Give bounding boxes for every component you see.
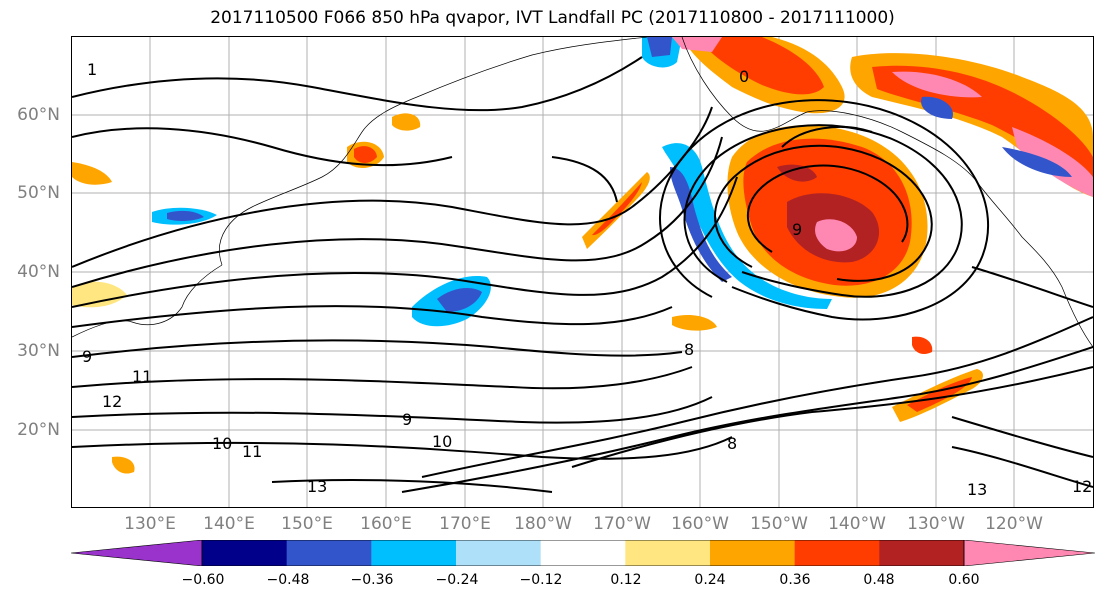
colorbar-swatch — [202, 540, 288, 566]
colorbar-tick: 0.60 — [948, 572, 980, 588]
contour-label: 1 — [87, 60, 97, 79]
contour-label: 10 — [212, 434, 232, 453]
contour-label: 11 — [242, 442, 262, 461]
lon-label-160w: 160°W — [671, 514, 729, 534]
lon-label-150e: 150°E — [281, 514, 333, 534]
colorbar-tick: −0.36 — [350, 572, 394, 588]
lon-label-140e: 140°E — [203, 514, 255, 534]
map-panel: 1 0 8 8 9 9 9 10 10 11 11 12 12 13 13 — [71, 36, 1094, 508]
contour-lines — [72, 56, 1093, 493]
colorbar-swatch — [456, 540, 542, 566]
contour-label: 10 — [432, 432, 452, 451]
colorbar-tick: 0.24 — [694, 572, 726, 588]
lon-label-130w: 130°W — [907, 514, 965, 534]
colorbar-tick: −0.24 — [435, 572, 479, 588]
contour-label: 13 — [307, 477, 327, 496]
colorbar-tick: −0.60 — [181, 572, 225, 588]
contour-label: 9 — [792, 220, 802, 239]
colorbar-swatch — [625, 540, 711, 566]
colorbar-swatch — [371, 540, 457, 566]
contour-label: 8 — [684, 340, 694, 359]
contour-label: 13 — [967, 480, 987, 499]
colorbar-swatch — [710, 540, 796, 566]
colorbar-swatch — [540, 540, 626, 566]
lon-label-120w: 120°W — [985, 514, 1043, 534]
colorbar-tick: −0.48 — [266, 572, 310, 588]
lon-label-180w: 180°W — [514, 514, 572, 534]
contour-label: 9 — [82, 347, 92, 366]
lat-label-50n: 50°N — [17, 183, 60, 203]
lat-label-60n: 60°N — [17, 105, 60, 125]
contour-label: 11 — [132, 367, 152, 386]
contour-labels: 1 0 8 8 9 9 9 10 10 11 11 12 12 13 13 — [82, 60, 1092, 499]
lat-label-40n: 40°N — [17, 262, 60, 282]
contour-label: 0 — [739, 67, 749, 86]
lon-label-140w: 140°W — [828, 514, 886, 534]
lat-label-30n: 30°N — [17, 341, 60, 361]
colorbar-swatch — [794, 540, 880, 566]
colorbar-tick: 0.36 — [779, 572, 811, 588]
contour-label: 8 — [727, 434, 737, 453]
lon-label-170w: 170°W — [593, 514, 651, 534]
shaded-anomaly-field — [72, 37, 1093, 474]
lon-label-170e: 170°E — [439, 514, 491, 534]
colorbar-tick: 0.48 — [863, 572, 895, 588]
contour-label: 12 — [102, 392, 122, 411]
colorbar-swatch — [286, 540, 372, 566]
anomaly-negative-arc — [662, 143, 832, 309]
colorbar-tick: 0.12 — [610, 572, 642, 588]
lat-label-20n: 20°N — [17, 420, 60, 440]
colorbar — [70, 539, 1096, 570]
lon-label-130e: 130°E — [124, 514, 176, 534]
lon-label-150w: 150°W — [750, 514, 808, 534]
lon-label-160e: 160°E — [360, 514, 412, 534]
map-title: 2017110500 F066 850 hPa qvapor, IVT Land… — [210, 8, 895, 28]
contour-label: 12 — [1072, 477, 1092, 496]
colorbar-tick: −0.12 — [519, 572, 563, 588]
contour-label: 9 — [402, 410, 412, 429]
colorbar-swatch — [879, 540, 965, 566]
